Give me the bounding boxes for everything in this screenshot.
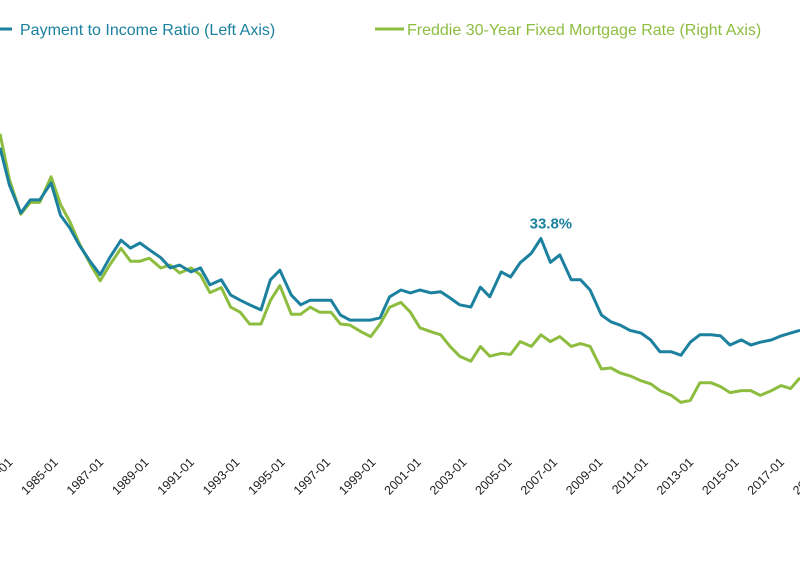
x-tick-label: 1991-01 bbox=[155, 455, 197, 497]
x-tick-label: 2017-01 bbox=[745, 455, 787, 497]
x-tick-label: 1995-01 bbox=[245, 455, 287, 497]
series-line-mortgage-rate bbox=[0, 133, 800, 404]
annotations: 33.8% bbox=[530, 215, 573, 232]
x-tick-label: 2013-01 bbox=[654, 455, 696, 497]
series-line-payment-to-income bbox=[0, 147, 800, 357]
x-tick-label: 2009-01 bbox=[563, 455, 605, 497]
x-tick-label: 2001-01 bbox=[382, 455, 424, 497]
x-tick-label: 1999-01 bbox=[336, 455, 378, 497]
x-axis-tick-labels: 1983-01 1985-01 1987-01 1989-01 1991-01 1993-… bbox=[0, 455, 800, 497]
x-tick-label: 2019-01 bbox=[790, 455, 800, 497]
x-tick-label: 1997-01 bbox=[291, 455, 333, 497]
x-tick-label: 2011-01 bbox=[609, 455, 651, 497]
x-tick-label: 2003-01 bbox=[427, 455, 469, 497]
legend-label-ratio: Payment to Income Ratio (Left Axis) bbox=[20, 22, 275, 39]
x-tick-label: 1989-01 bbox=[109, 455, 151, 497]
x-tick-label: 1983-01 bbox=[0, 455, 16, 497]
x-tick-label: 2005-01 bbox=[472, 455, 514, 497]
x-tick-label: 1993-01 bbox=[200, 455, 242, 497]
peak-annotation: 33.8% bbox=[530, 215, 573, 232]
legend: Payment to Income Ratio (Left Axis) Fred… bbox=[0, 22, 761, 39]
plot-lines bbox=[0, 133, 800, 404]
x-tick-label: 1985-01 bbox=[19, 455, 61, 497]
x-tick-label: 1987-01 bbox=[64, 455, 106, 497]
x-tick-label: 2007-01 bbox=[518, 455, 560, 497]
x-tick-label: 2015-01 bbox=[699, 455, 741, 497]
legend-label-rate: Freddie 30-Year Fixed Mortgage Rate (Rig… bbox=[407, 22, 761, 39]
